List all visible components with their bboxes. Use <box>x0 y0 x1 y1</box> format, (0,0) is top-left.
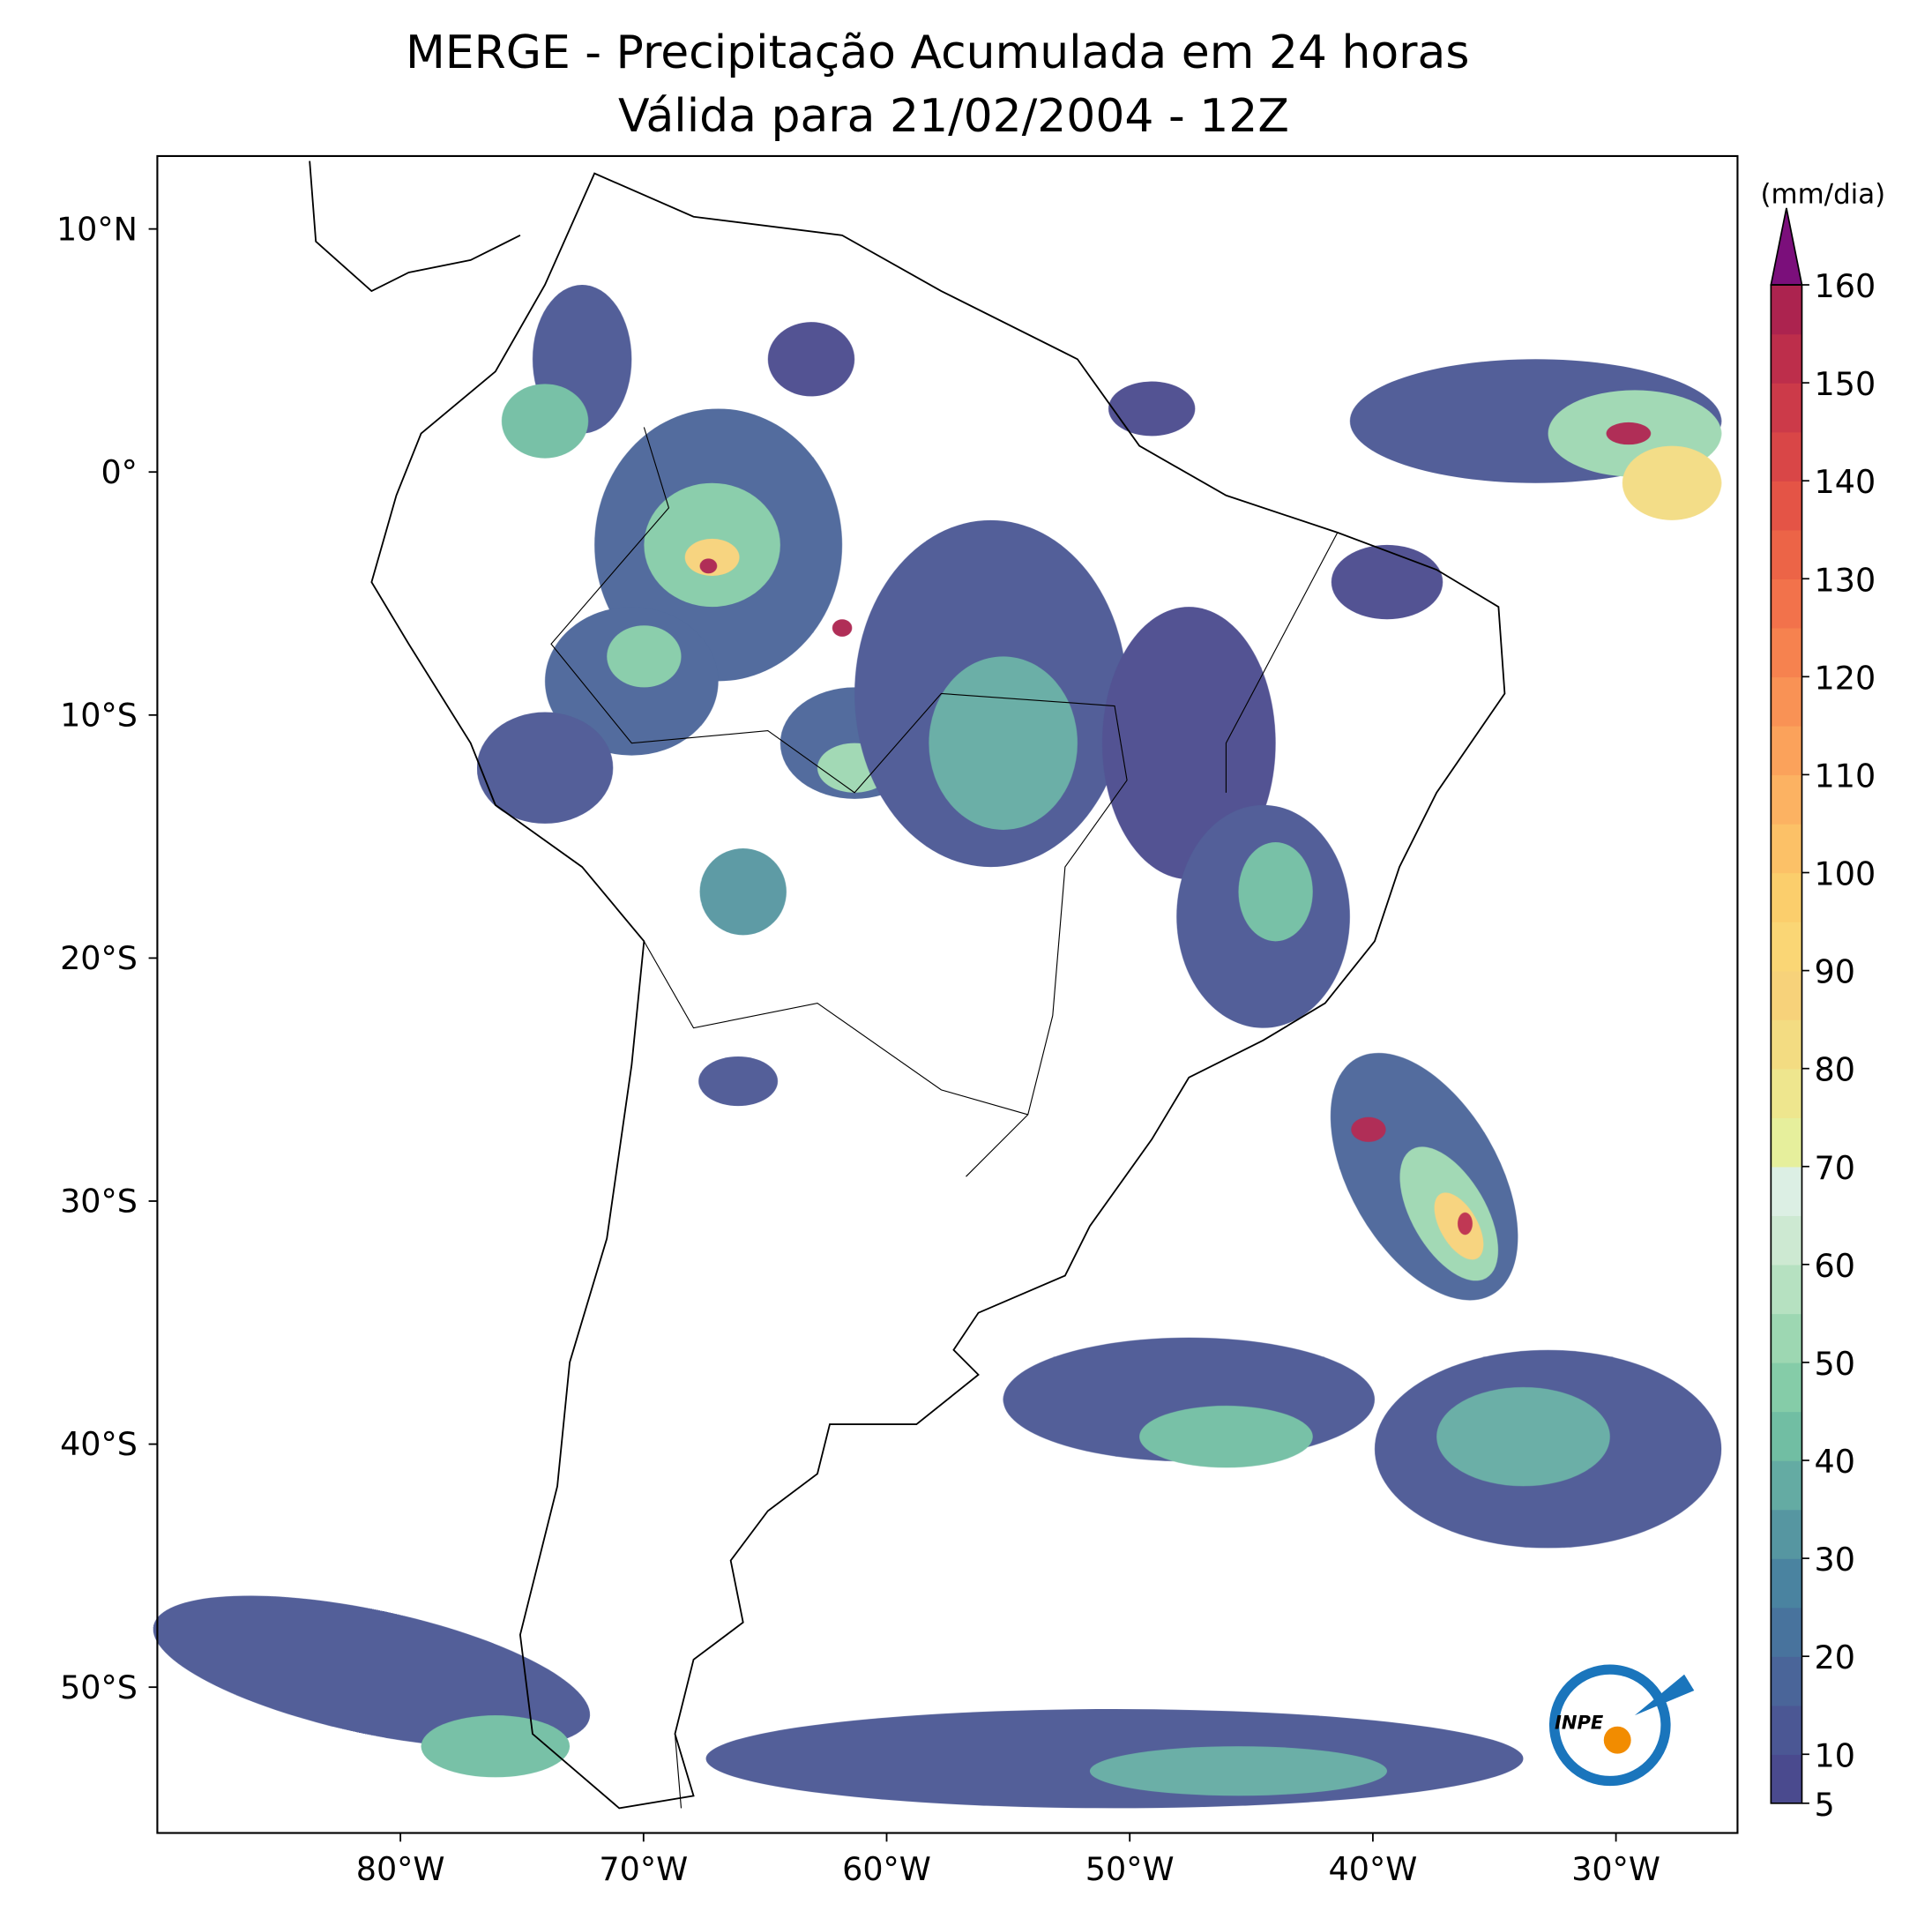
x-tick-label: 80°W <box>356 1850 445 1888</box>
title: MERGE - Precipitação Acumulada em 24 hor… <box>406 26 1469 79</box>
colorbar-band <box>1771 1411 1802 1461</box>
colorbar-tick-label: 100 <box>1815 855 1876 893</box>
colorbar-band <box>1771 1166 1802 1217</box>
map-frame <box>156 154 1739 1834</box>
colorbar-tick-label: 120 <box>1815 659 1876 697</box>
colorbar-tick-label: 60 <box>1815 1247 1855 1285</box>
colorbar-tick-label: 20 <box>1815 1639 1855 1676</box>
x-tick-label: 50°W <box>1085 1850 1175 1888</box>
colorbar-tick-label: 140 <box>1815 463 1876 501</box>
colorbar-band <box>1771 481 1802 531</box>
colorbar-extension <box>1770 207 1803 286</box>
coastline <box>309 160 1506 1810</box>
colorbar-band <box>1771 285 1802 335</box>
colorbar-band <box>1771 431 1802 481</box>
colorbar-band <box>1771 970 1802 1020</box>
colorbar-band <box>1771 1264 1802 1315</box>
colorbar-band <box>1771 1509 1802 1559</box>
colorbar-band <box>1771 1754 1802 1804</box>
x-tick-label: 70°W <box>599 1850 688 1888</box>
colorbar-tick-label: 130 <box>1815 561 1876 599</box>
y-tick-label: 20°S <box>60 939 138 977</box>
y-tick-label: 10°S <box>60 696 138 734</box>
map-area <box>153 160 1722 1810</box>
precipitation-field <box>153 285 1722 1809</box>
colorbar-band <box>1771 579 1802 629</box>
y-tick-label: 40°S <box>60 1425 138 1463</box>
colorbar-band <box>1771 1705 1802 1755</box>
colorbar-tick-label: 5 <box>1815 1786 1835 1824</box>
colorbar-tick-label: 110 <box>1815 757 1876 795</box>
colorbar-band <box>1771 1460 1802 1511</box>
colorbar-tick-label: 30 <box>1815 1541 1855 1579</box>
colorbar-band <box>1771 1362 1802 1413</box>
colorbar-band <box>1771 1656 1802 1706</box>
colorbar-tick-label: 80 <box>1815 1051 1855 1089</box>
logo-text: INPE <box>1555 1712 1604 1734</box>
x-tick-label: 40°W <box>1329 1850 1418 1888</box>
colorbar-band <box>1771 676 1802 727</box>
colorbar-band <box>1771 627 1802 678</box>
colorbar-tick-label: 70 <box>1815 1149 1855 1187</box>
colorbar-band <box>1771 1019 1802 1070</box>
x-tick-label: 60°W <box>842 1850 931 1888</box>
colorbar-tick-label: 40 <box>1815 1443 1855 1481</box>
logo: INPE <box>1548 1664 1695 1787</box>
colorbar-tick-label: 10 <box>1815 1736 1855 1774</box>
colorbar-band <box>1771 333 1802 384</box>
colorbar-band <box>1771 383 1802 433</box>
colorbar-band <box>1771 1215 1802 1265</box>
colorbar-band <box>1771 725 1802 776</box>
colorbar-band <box>1771 872 1802 922</box>
subtitle: Válida para 21/02/2004 - 12Z <box>618 90 1289 143</box>
colorbar-band <box>1771 1607 1802 1657</box>
y-tick-label: 10°N <box>56 210 138 248</box>
colorbar-tick-label: 150 <box>1815 365 1876 403</box>
colorbar-band <box>1771 1558 1802 1609</box>
colorbar-band <box>1771 922 1802 972</box>
y-tick-label: 0° <box>101 453 137 491</box>
colorbar-band <box>1771 529 1802 579</box>
colorbar-band <box>1771 774 1802 825</box>
colorbar: 5 10 20 30 40 50 60 70 80 90 100 110 120 130 140 150 160 <box>1770 207 1876 1824</box>
x-tick-label: 30°W <box>1571 1850 1660 1888</box>
colorbar-tick-label: 90 <box>1815 953 1855 991</box>
colorbar-band <box>1771 1117 1802 1168</box>
colorbar-tick-label: 160 <box>1815 267 1876 305</box>
colorbar-label: (mm/dia) <box>1760 178 1885 210</box>
colorbar-tick-label: 50 <box>1815 1345 1855 1383</box>
colorbar-frame <box>1770 284 1803 1804</box>
colorbar-band <box>1771 1068 1802 1118</box>
y-tick-label: 30°S <box>60 1183 138 1221</box>
country-borders <box>550 427 1339 1809</box>
colorbar-band <box>1771 1313 1802 1363</box>
y-tick-label: 50°S <box>60 1668 138 1706</box>
colorbar-band <box>1771 823 1802 874</box>
